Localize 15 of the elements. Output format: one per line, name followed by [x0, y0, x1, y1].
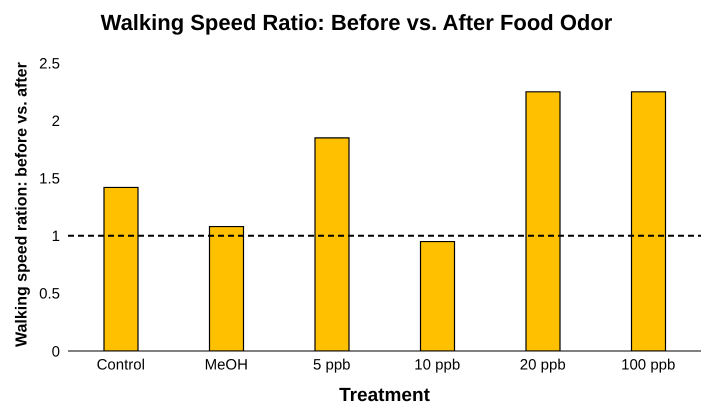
y-axis-title: Walking speed ration: before vs. after [14, 62, 31, 347]
y-tick-label: 0.5 [39, 286, 60, 303]
y-tick-label: 0 [52, 343, 60, 360]
chart-title: Walking Speed Ratio: Before vs. After Food Odor [100, 10, 614, 36]
x-tick-label: Control [96, 356, 145, 374]
y-tick-label: 2.5 [39, 55, 60, 72]
x-tick-label: 20 ppb [520, 356, 566, 374]
x-axis-title: Treatment [339, 385, 431, 406]
y-tick-label: 1 [52, 228, 60, 246]
x-tick-label: 100 ppb [621, 356, 676, 374]
x-tick-label: 5 ppb [312, 356, 351, 374]
x-tick-label: 10 ppb [414, 356, 460, 374]
x-tick-label: MeOH [204, 356, 248, 374]
y-tick-label: 2 [52, 112, 60, 130]
y-tick-label: 1.5 [39, 170, 60, 188]
